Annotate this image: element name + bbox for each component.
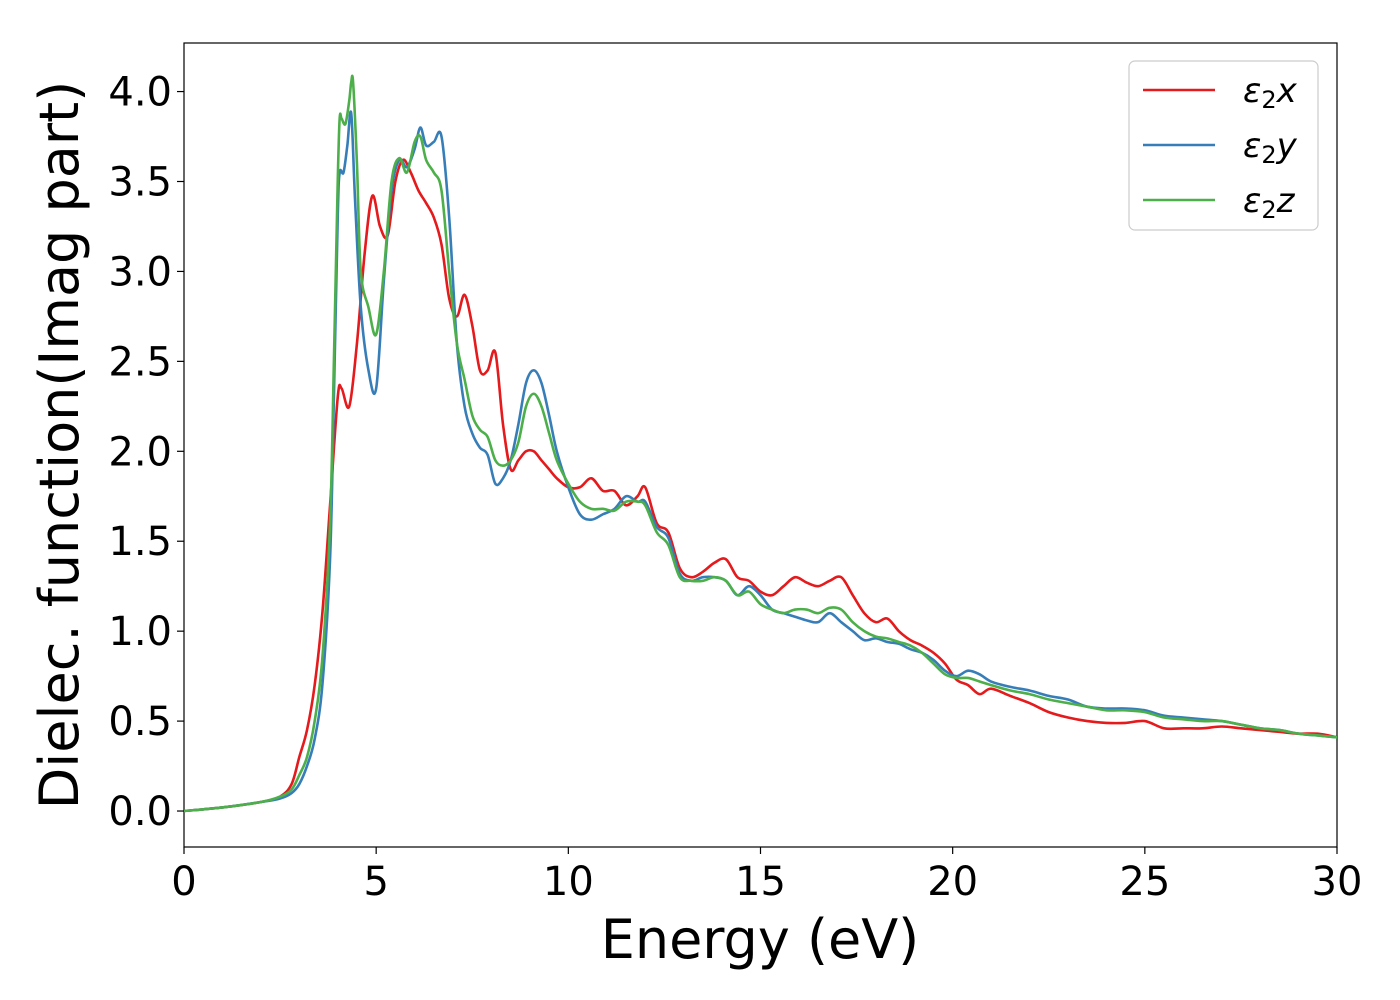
series-line-eps2z <box>184 74 1337 813</box>
series-layer <box>184 74 1337 813</box>
legend-label-eps2x: ε2x <box>1243 71 1298 114</box>
y-tick-label: 3.5 <box>108 159 172 205</box>
y-tick-label: 3.0 <box>108 249 172 295</box>
series-line-eps2x <box>184 158 1337 813</box>
legend-box <box>1128 60 1319 231</box>
x-axis: 0 5 10 15 20 25 30 <box>171 847 1362 905</box>
x-tick-label: 10 <box>543 859 594 905</box>
y-tick-label: 2.0 <box>108 429 172 475</box>
y-tick-label: 0.0 <box>108 789 172 835</box>
y-axis: 0.0 0.5 1.0 1.5 2.0 2.5 3.0 3.5 4.0 <box>108 70 184 835</box>
x-tick-label: 25 <box>1119 859 1170 905</box>
y-tick-label: 1.5 <box>108 519 172 565</box>
legend: ε2x ε2y ε2z <box>1128 60 1319 231</box>
x-tick-label: 5 <box>363 859 388 905</box>
y-tick-label: 0.5 <box>108 699 172 745</box>
x-tick-label: 20 <box>927 859 978 905</box>
legend-label-eps2z: ε2z <box>1243 181 1296 224</box>
x-tick-label: 30 <box>1312 859 1363 905</box>
x-tick-label: 0 <box>171 859 196 905</box>
y-tick-label: 4.0 <box>108 70 172 116</box>
x-axis-title: Energy (eV) <box>601 908 920 971</box>
y-axis-title: Dielec. function(Imag part) <box>28 81 91 810</box>
x-tick-label: 15 <box>735 859 786 905</box>
y-tick-label: 1.0 <box>108 609 172 655</box>
series-line-eps2y <box>184 110 1337 813</box>
y-tick-label: 2.5 <box>108 339 172 385</box>
legend-label-eps2y: ε2y <box>1243 126 1298 169</box>
